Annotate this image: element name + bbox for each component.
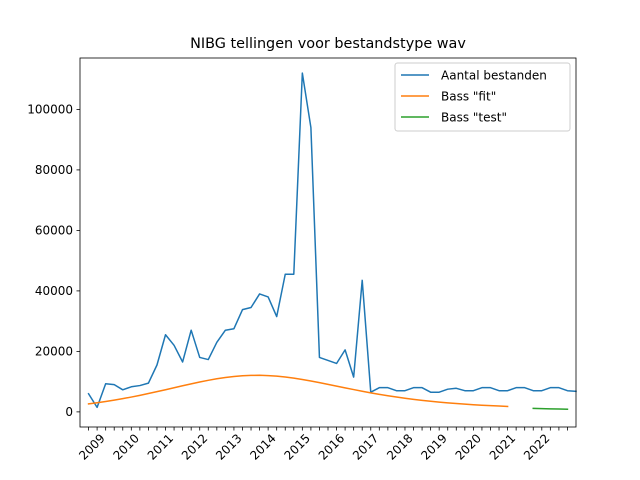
series-layer	[87, 72, 577, 410]
legend-label: Aantal bestanden	[441, 68, 547, 82]
y-tick-label: 20000	[35, 345, 73, 359]
y-axis: 0 20000 40000 60000 80000 100000	[27, 103, 80, 419]
series-line-2	[87, 374, 509, 408]
legend-box	[394, 62, 571, 132]
plot-frame	[79, 57, 577, 428]
legend: Aantal bestanden Bass "fit" Bass "test"	[394, 62, 571, 132]
series-line-1	[87, 72, 577, 409]
y-tick-label: 80000	[35, 163, 73, 177]
chart-title: NIBG tellingen voor bestandstype wav	[190, 36, 466, 52]
y-tick-label: 40000	[35, 284, 73, 298]
y-tick-label: 0	[65, 405, 73, 419]
legend-label: Bass "test"	[441, 110, 507, 124]
y-tick-label: 60000	[35, 224, 73, 238]
y-tick-label: 100000	[27, 103, 73, 117]
legend-label: Bass "fit"	[441, 89, 496, 103]
series-line-3	[532, 407, 569, 410]
